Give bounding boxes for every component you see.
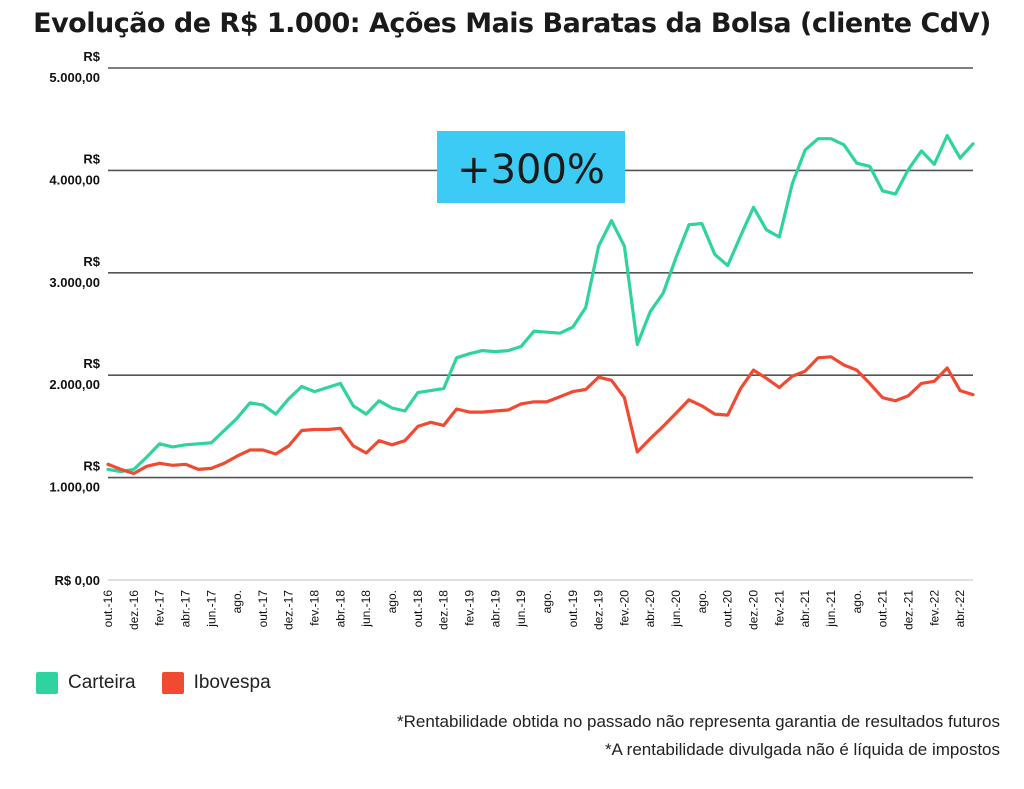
x-tick-label: dez.-20	[747, 590, 761, 630]
x-tick-label: dez.-19	[592, 590, 606, 630]
x-tick-label: ago.	[540, 590, 554, 613]
x-tick-label: abr.-21	[798, 590, 812, 628]
disclaimer-past-performance: *Rentabilidade obtida no passado não rep…	[397, 712, 1000, 731]
y-tick-label: 5.000,00	[49, 70, 100, 85]
x-tick-label: out.-16	[101, 590, 115, 628]
x-tick-label: fev.-21	[772, 590, 786, 626]
x-tick-label: jun.-19	[514, 590, 528, 628]
x-tick-label: jun.-18	[359, 590, 373, 628]
x-tick-label: out.-19	[566, 590, 580, 628]
chart-title: Evolução de R$ 1.000: Ações Mais Baratas…	[33, 8, 991, 39]
x-tick-label: out.-21	[876, 590, 890, 628]
series-line-carteira	[106, 134, 975, 474]
x-tick-label: dez.-21	[901, 590, 915, 630]
x-tick-label: out.-18	[411, 590, 425, 628]
x-tick-label: ago.	[695, 590, 709, 613]
x-tick-label: fev.-18	[308, 590, 322, 626]
annotation-label: +300%	[457, 147, 605, 193]
x-tick-label: abr.-18	[333, 590, 347, 628]
legend-label-ibovespa: Ibovespa	[193, 672, 271, 693]
x-tick-label: fev.-17	[153, 590, 167, 626]
series-line-ibovespa	[106, 355, 975, 476]
x-tick-label: fev.-19	[462, 590, 476, 626]
x-tick-label: jun.-20	[669, 590, 683, 628]
legend-swatch-carteira	[36, 672, 58, 694]
y-tick-label: R$	[83, 459, 100, 474]
x-tick-label: fev.-22	[927, 590, 941, 626]
y-tick-label: R$	[83, 49, 100, 64]
x-tick-label: abr.-19	[488, 590, 502, 628]
x-tick-label: ago.	[385, 590, 399, 613]
y-tick-label: 2.000,00	[49, 377, 100, 392]
x-tick-label: abr.-22	[953, 590, 967, 628]
x-tick-label: jun.-21	[824, 590, 838, 628]
y-tick-label: 4.000,00	[49, 172, 100, 187]
x-tick-label: dez.-18	[437, 590, 451, 630]
x-tick-label: out.-17	[256, 590, 270, 628]
x-tick-label: abr.-17	[178, 590, 192, 628]
y-tick-label: 3.000,00	[49, 275, 100, 290]
annotation-box	[437, 131, 625, 203]
x-tick-label: jun.-17	[204, 590, 218, 628]
disclaimer-taxes: *A rentabilidade divulgada não é líquida…	[604, 740, 1000, 759]
y-tick-label: R$	[83, 151, 100, 166]
legend-label-carteira: Carteira	[68, 672, 136, 693]
x-tick-label: dez.-16	[127, 590, 141, 630]
x-tick-label: fev.-20	[617, 590, 631, 626]
legend: Carteira Ibovespa	[36, 672, 297, 694]
line-chart: R$ 0,00 R$ 1.000,00 R$ 2.000,00 R$ 3.000,00 R$ 4…	[49, 49, 975, 630]
x-tick-label: ago.	[230, 590, 244, 613]
x-tick-label: abr.-20	[643, 590, 657, 628]
legend-item-carteira: Carteira	[36, 672, 136, 694]
legend-swatch-ibovespa	[161, 672, 184, 694]
legend-item-ibovespa: Ibovespa	[161, 672, 271, 694]
x-tick-label: ago.	[850, 590, 864, 613]
y-tick-label: R$	[83, 356, 100, 371]
y-tick-label: 1.000,00	[49, 480, 100, 495]
y-tick-label: R$	[83, 254, 100, 269]
x-tick-label: dez.-17	[282, 590, 296, 630]
y-tick-label: R$ 0,00	[54, 573, 100, 588]
x-tick-label: out.-20	[721, 590, 735, 628]
